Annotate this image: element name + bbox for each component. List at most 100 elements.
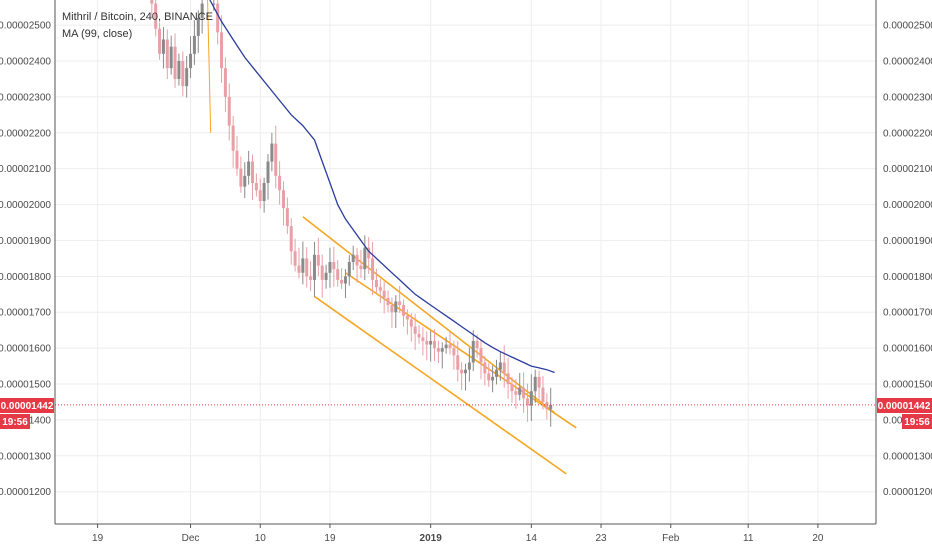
y-tick-label: 0.00001300 <box>0 451 51 462</box>
y-tick-label: 0.00002300 <box>0 92 51 103</box>
candle-body <box>200 3 204 18</box>
candle-body <box>340 279 344 284</box>
candle <box>537 370 541 401</box>
candle-body <box>262 183 266 201</box>
candle-body <box>301 258 305 273</box>
y-tick-label: 0.00002200 <box>883 128 932 139</box>
candle <box>220 15 224 83</box>
candle-body <box>510 384 514 392</box>
candle <box>301 241 305 285</box>
candle-body <box>177 61 181 79</box>
candle <box>363 235 367 281</box>
candle-body <box>251 161 255 184</box>
y-tick-label: 0.00002300 <box>883 92 932 103</box>
candle <box>429 330 433 362</box>
candle-body <box>278 175 282 191</box>
candle-body <box>161 39 165 54</box>
candle-body <box>359 265 363 270</box>
candle-body <box>293 251 297 266</box>
candle <box>223 57 227 113</box>
candle-body <box>328 262 332 273</box>
candle-body <box>452 348 456 356</box>
candle <box>158 22 162 60</box>
candle <box>409 313 413 342</box>
candle <box>533 369 537 403</box>
y-tick-label: 0.00001300 <box>883 451 932 462</box>
candle-body <box>494 369 498 377</box>
candle <box>464 363 467 391</box>
y-tick-label: 0.00002000 <box>883 200 932 211</box>
candle <box>471 330 475 372</box>
candle-body <box>305 258 309 277</box>
candle <box>514 379 518 409</box>
candle-body <box>274 143 278 176</box>
candle-body <box>541 387 545 402</box>
candle <box>440 342 444 369</box>
candle <box>165 29 169 79</box>
candle-body <box>545 401 549 410</box>
candle-body <box>467 362 471 370</box>
candle <box>545 393 549 420</box>
candle <box>239 156 243 193</box>
candle <box>367 237 371 275</box>
candle <box>305 247 309 288</box>
candle <box>169 35 173 75</box>
candle <box>216 0 220 45</box>
candle <box>374 268 378 293</box>
moving-average <box>209 0 555 374</box>
candle-body <box>487 373 491 381</box>
candle-body <box>382 290 386 298</box>
candle <box>491 365 495 393</box>
candle-body <box>297 265 301 273</box>
x-tick-label: 14 <box>526 533 538 544</box>
y-tick-label: 0.00002400 <box>883 57 932 68</box>
candle-body <box>285 208 289 227</box>
candle <box>285 197 289 235</box>
candle-body <box>402 305 406 316</box>
candle-body <box>363 247 367 270</box>
candle-body <box>316 254 320 266</box>
candle-body <box>332 262 336 270</box>
y-tick-label: 0.00001800 <box>883 272 932 283</box>
candle-body <box>405 315 409 320</box>
candle <box>289 218 293 265</box>
y-tick-label: 0.00001600 <box>0 344 51 355</box>
candle-body <box>185 68 189 87</box>
candle <box>196 10 200 53</box>
candle <box>541 376 545 410</box>
candle-body <box>460 369 464 374</box>
price-tag-right: 0.00001442 19:56 <box>877 398 932 429</box>
candle-body <box>254 183 258 191</box>
candle <box>371 242 375 296</box>
candle-body <box>239 168 243 187</box>
candle <box>355 247 359 283</box>
y-tick-label: 0.00001900 <box>0 236 51 247</box>
candle <box>189 36 193 79</box>
candle <box>251 154 255 201</box>
channel-line <box>207 0 212 133</box>
y-tick-label: 0.00002100 <box>883 164 932 175</box>
candle <box>154 0 158 37</box>
candle <box>390 297 394 328</box>
candle <box>278 161 282 205</box>
candle <box>448 331 452 355</box>
candle-body <box>309 276 313 280</box>
candle-body <box>479 348 483 363</box>
candle-body <box>429 340 433 345</box>
channel-line <box>302 216 556 414</box>
candle-body <box>154 3 158 29</box>
candle-body <box>173 46 177 79</box>
x-axis[interactable]: 19 Dec 10 19 2019 14 23 Feb 11 20 <box>92 524 824 544</box>
candle-body <box>514 391 518 395</box>
candle <box>510 376 514 403</box>
candle <box>417 325 421 344</box>
channel-line <box>314 295 567 475</box>
candle-body <box>220 32 224 69</box>
candle <box>254 173 258 197</box>
candle-body <box>235 150 239 169</box>
candle <box>421 327 425 356</box>
candle-body <box>518 387 522 395</box>
candle <box>297 247 301 279</box>
